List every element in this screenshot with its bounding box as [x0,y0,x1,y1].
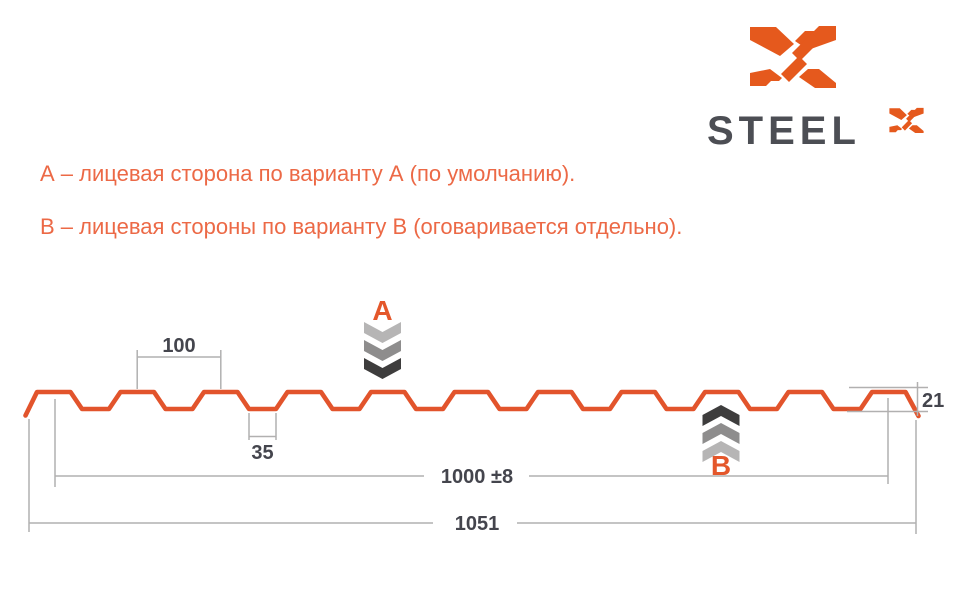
marker-b-label: В [711,450,731,481]
dim-profile-height-label: 21 [922,390,944,412]
marker-a-label: А [372,295,392,326]
marker-a: А [364,295,401,379]
chevron-up-icon [702,405,740,462]
profile-drawing: А 100 35 21 [23,295,944,535]
brand-wordmark: STEEL [707,109,861,153]
dim-rib-pitch-label: 100 [162,335,195,357]
marker-b: В [702,405,740,481]
dim-rib-pitch: 100 [136,335,222,389]
note-variant-b: В – лицевая стороны по варианту В (огова… [40,214,683,239]
chevron-down-icon [364,322,401,379]
dim-profile-height: 21 [847,382,944,416]
dim-valley-width-label: 35 [251,442,273,464]
dim-overall-width: 1051 [28,419,917,535]
dim-working-width-label: 1000 ±8 [441,466,513,488]
steelx-logo-icon [750,26,836,88]
dim-valley-width: 35 [248,413,277,464]
dim-overall-width-label: 1051 [455,513,500,535]
dim-working-width: 1000 ±8 [54,398,889,488]
brand-x-superscript-icon [889,107,924,133]
note-variant-a: А – лицевая сторона по варианту А (по ум… [40,161,576,186]
profile-outline [23,389,921,419]
